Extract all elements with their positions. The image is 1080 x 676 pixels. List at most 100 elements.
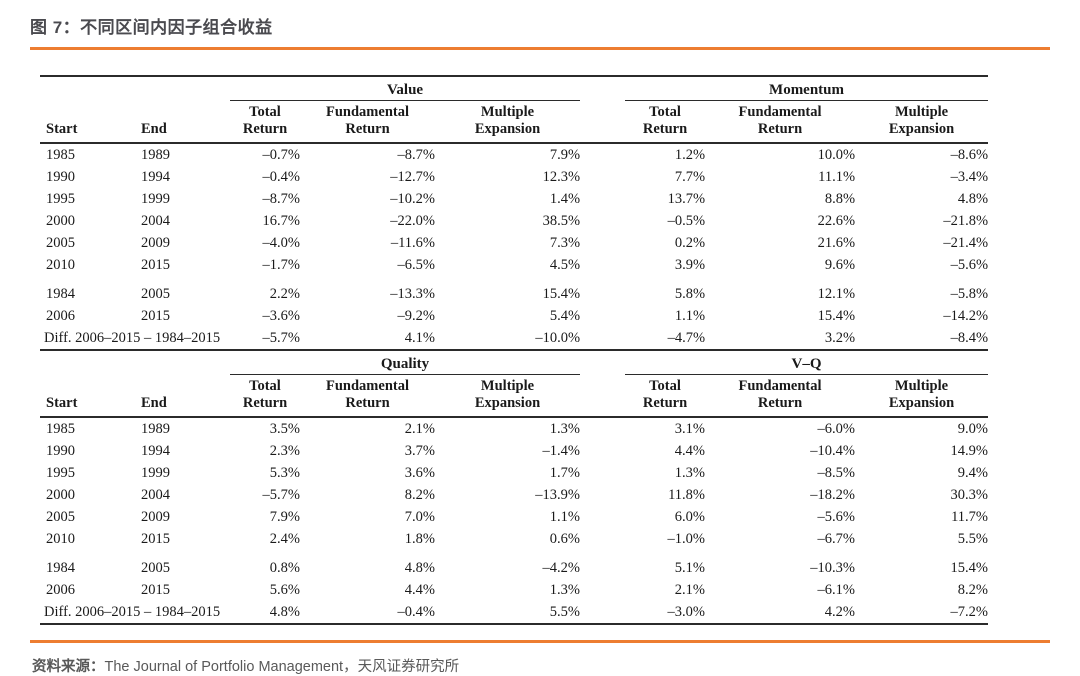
- value-cell: 7.9%: [269, 509, 300, 525]
- group-header: Momentum: [625, 76, 989, 101]
- top-divider: [30, 47, 1050, 50]
- value-cell: 7.3%: [549, 235, 581, 251]
- value-cell: 4.8%: [269, 604, 300, 620]
- value-cell: –7.2%: [950, 604, 989, 620]
- table-row: 2005 2009 7.9% 7.0% 1.1% 6.0% –5.6% 11.7%: [40, 506, 988, 528]
- column-header: Total Return: [230, 100, 300, 144]
- column-header: Fundamental Return: [300, 374, 435, 418]
- table-row: 1995 1999 –8.7% –10.2% 1.4% 13.7% 8.8% 4.8%: [40, 188, 988, 210]
- spanner-leading-space: [40, 76, 230, 101]
- value-cell: –22.0%: [390, 213, 435, 229]
- value-cell: 9.4%: [957, 465, 989, 481]
- value-cell: –3.0%: [667, 604, 706, 620]
- value-cell: 13.7%: [667, 191, 706, 207]
- column-header: Fundamental Return: [705, 100, 856, 144]
- table-row: 2006 2015 –3.6% –9.2% 5.4% 1.1% 15.4% –14.2%: [40, 305, 988, 327]
- value-cell: 10.0%: [817, 147, 856, 163]
- value-cell: 4.2%: [824, 604, 856, 620]
- end-year-cell: 2009: [141, 235, 170, 251]
- value-cell: –18.2%: [810, 487, 856, 503]
- value-cell: 3.2%: [824, 330, 856, 346]
- group-header-row: Quality V–Q: [40, 351, 989, 375]
- group-header: Value: [230, 76, 581, 101]
- value-cell: 7.9%: [549, 147, 581, 163]
- value-cell: 5.5%: [549, 604, 581, 620]
- column-header: Total Return: [625, 374, 706, 418]
- start-year-cell: 2000: [46, 213, 75, 229]
- row-gap: [580, 305, 625, 327]
- end-year-cell: 1994: [141, 169, 170, 185]
- value-cell: 5.5%: [957, 531, 989, 547]
- value-cell: –5.6%: [817, 509, 856, 525]
- table-row: 1985 1989 3.5% 2.1% 1.3% 3.1% –6.0% 9.0%: [40, 417, 988, 440]
- spanner-gap: [580, 351, 625, 375]
- table-row: 2000 2004 –5.7% 8.2% –13.9% 11.8% –18.2% 30.3%: [40, 484, 988, 506]
- start-year-cell: 1990: [46, 443, 75, 459]
- start-year-cell: 1984: [46, 560, 75, 576]
- value-cell: 3.7%: [404, 443, 435, 459]
- value-cell: 11.8%: [668, 487, 706, 503]
- diff-row: Diff. 2006–2015 – 1984–2015 –5.7% 4.1% –10.…: [40, 327, 988, 350]
- value-cell: 2.2%: [269, 286, 300, 302]
- spanner-leading-space: [40, 351, 230, 375]
- value-cell: –8.6%: [950, 147, 989, 163]
- value-cell: 11.7%: [951, 509, 989, 525]
- start-year-cell: 1985: [46, 147, 75, 163]
- row-gap: [580, 550, 625, 579]
- column-header-row: Start End Total Return Fundamental Return Mult…: [40, 374, 989, 418]
- bottom-divider: [30, 640, 1050, 643]
- end-year-cell: 2015: [141, 531, 170, 547]
- column-header-start: Start: [40, 374, 135, 418]
- start-year-cell: 1995: [46, 191, 75, 207]
- diff-label: Diff. 2006–2015 – 1984–2015: [44, 604, 221, 620]
- row-gap: [580, 440, 625, 462]
- value-cell: 8.2%: [404, 487, 435, 503]
- table-row: 1985 1989 –0.7% –8.7% 7.9% 1.2% 10.0% –8.6%: [40, 143, 988, 166]
- source-line: 资料来源：The Journal of Portfolio Management…: [32, 655, 1050, 676]
- table-row: 2010 2015 2.4% 1.8% 0.6% –1.0% –6.7% 5.5%: [40, 528, 988, 550]
- end-year-cell: 2005: [141, 286, 170, 302]
- column-header: Multiple Expansion: [855, 100, 989, 144]
- value-cell: 0.8%: [269, 560, 300, 576]
- value-cell: 3.9%: [674, 257, 706, 273]
- start-year-cell: 1995: [46, 465, 75, 481]
- spanner-gap: [580, 76, 625, 101]
- value-cell: 3.6%: [404, 465, 435, 481]
- value-cell: –12.7%: [390, 169, 435, 185]
- value-cell: –3.4%: [950, 169, 989, 185]
- value-cell: –0.4%: [262, 169, 300, 185]
- group-header: Quality: [230, 351, 581, 375]
- row-gap: [580, 276, 625, 305]
- value-cell: –4.7%: [667, 330, 706, 346]
- value-cell: 4.8%: [404, 560, 435, 576]
- start-year-cell: 1990: [46, 169, 75, 185]
- value-cell: –8.5%: [817, 465, 856, 481]
- end-year-cell: 2004: [141, 213, 170, 229]
- value-cell: –21.8%: [943, 213, 989, 229]
- value-cell: 0.6%: [549, 531, 581, 547]
- value-cell: 4.4%: [674, 443, 706, 459]
- source-text: The Journal of Portfolio Management，天风证券…: [104, 659, 460, 675]
- value-cell: –6.7%: [817, 531, 856, 547]
- value-cell: 16.7%: [262, 213, 300, 229]
- row-gap: [580, 579, 625, 601]
- row-gap: [580, 462, 625, 484]
- value-cell: 1.1%: [674, 308, 706, 324]
- table-row: 2005 2009 –4.0% –11.6% 7.3% 0.2% 21.6% –21.4%: [40, 232, 988, 254]
- start-year-cell: 2006: [46, 582, 75, 598]
- value-cell: –0.4%: [397, 604, 435, 620]
- value-cell: 8.2%: [957, 582, 989, 598]
- value-cell: 21.6%: [817, 235, 856, 251]
- value-cell: 12.3%: [542, 169, 581, 185]
- value-cell: 4.4%: [404, 582, 435, 598]
- value-cell: 5.3%: [269, 465, 300, 481]
- row-gap: [580, 484, 625, 506]
- column-header: Multiple Expansion: [435, 100, 581, 144]
- value-cell: 4.8%: [957, 191, 989, 207]
- diff-label: Diff. 2006–2015 – 1984–2015: [44, 330, 221, 346]
- start-year-cell: 2005: [46, 509, 75, 525]
- value-cell: –4.0%: [262, 235, 300, 251]
- column-header-end: End: [135, 374, 230, 418]
- value-cell: 30.3%: [950, 487, 989, 503]
